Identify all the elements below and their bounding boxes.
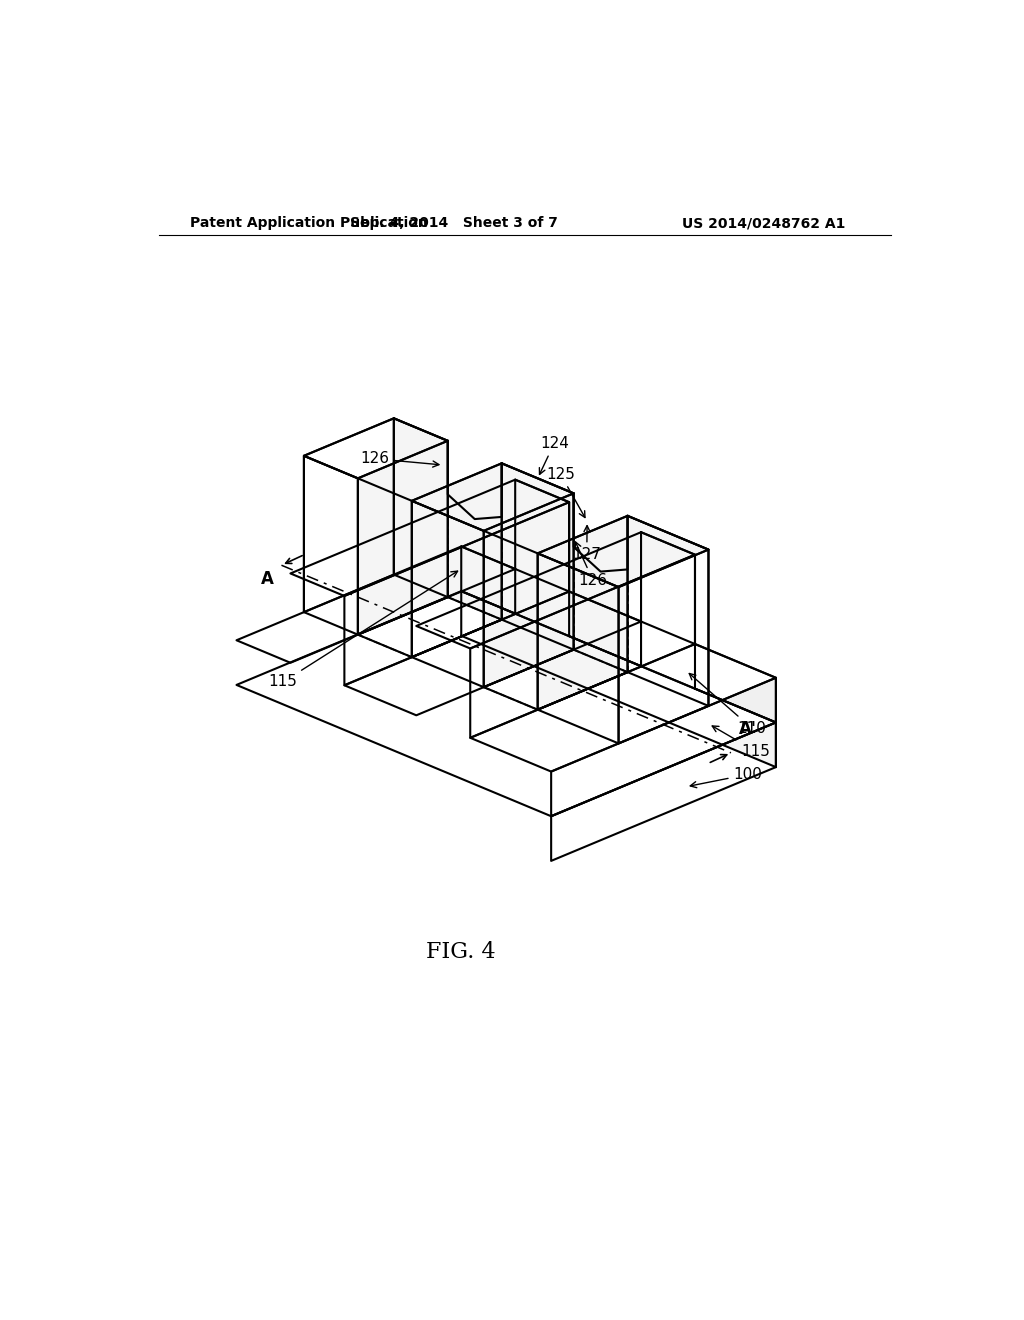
Polygon shape (417, 532, 695, 648)
Polygon shape (237, 591, 776, 816)
Polygon shape (551, 677, 776, 816)
Polygon shape (628, 516, 709, 706)
Text: Patent Application Publication: Patent Application Publication (190, 216, 428, 230)
Polygon shape (538, 553, 618, 743)
Polygon shape (470, 644, 776, 772)
Polygon shape (551, 722, 776, 861)
Polygon shape (344, 502, 569, 685)
Polygon shape (291, 479, 569, 595)
Polygon shape (304, 418, 447, 478)
Text: Sep. 4, 2014   Sheet 3 of 7: Sep. 4, 2014 Sheet 3 of 7 (349, 216, 557, 230)
Polygon shape (357, 597, 502, 657)
Text: 124: 124 (540, 436, 568, 474)
Text: 126: 126 (360, 451, 439, 467)
Polygon shape (357, 441, 447, 635)
Polygon shape (538, 516, 709, 587)
Polygon shape (695, 644, 776, 722)
Polygon shape (304, 455, 357, 635)
Text: 127: 127 (572, 525, 601, 562)
Polygon shape (538, 516, 628, 710)
Polygon shape (237, 546, 515, 663)
Text: A': A' (739, 719, 757, 738)
Polygon shape (412, 463, 573, 531)
Polygon shape (641, 532, 695, 644)
Polygon shape (412, 463, 502, 657)
Polygon shape (394, 418, 447, 597)
Polygon shape (344, 591, 641, 715)
Text: US 2014/0248762 A1: US 2014/0248762 A1 (682, 216, 845, 230)
Polygon shape (461, 546, 515, 614)
Text: 115: 115 (268, 572, 458, 689)
Text: 125: 125 (546, 466, 585, 517)
Polygon shape (470, 554, 695, 738)
Polygon shape (412, 500, 483, 688)
Polygon shape (502, 463, 573, 649)
Polygon shape (618, 549, 709, 743)
Polygon shape (483, 649, 628, 710)
Text: 115: 115 (713, 726, 770, 759)
Polygon shape (483, 494, 573, 688)
Text: 110: 110 (689, 673, 766, 735)
Text: 126: 126 (575, 543, 607, 587)
Text: 100: 100 (690, 767, 763, 788)
Text: FIG. 4: FIG. 4 (426, 940, 496, 962)
Polygon shape (515, 479, 569, 591)
Polygon shape (304, 418, 394, 612)
Text: A: A (261, 570, 274, 589)
Polygon shape (461, 591, 776, 767)
Polygon shape (569, 591, 641, 667)
